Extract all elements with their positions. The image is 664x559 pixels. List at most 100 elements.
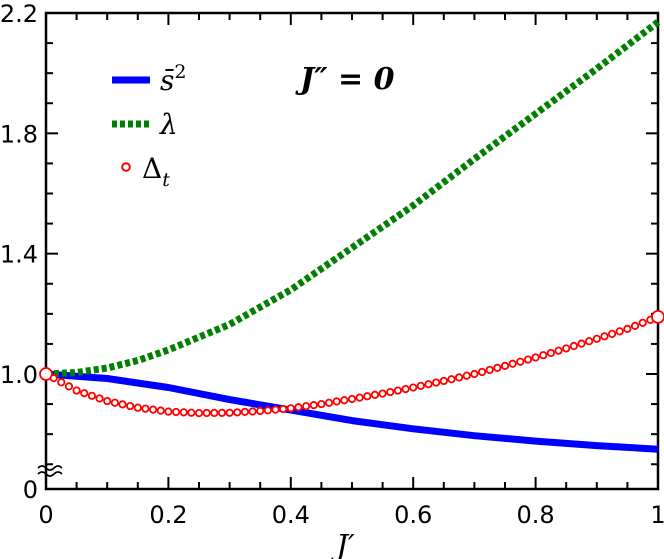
series-2-point (439, 376, 448, 386)
series-2-point (110, 398, 119, 407)
series-2-point (393, 386, 402, 395)
series-2-point (577, 339, 586, 348)
series-2-point (470, 369, 479, 379)
series-0-line (45, 370, 659, 453)
series-2-point (401, 384, 410, 394)
series-2-point (539, 351, 548, 360)
series-2-point (546, 348, 556, 358)
series-2-point (271, 405, 280, 414)
series-2-point (286, 404, 295, 413)
series-2-point (454, 373, 464, 382)
series-2-point (424, 380, 433, 389)
series-2-point (126, 401, 135, 411)
series-2-point (256, 406, 265, 416)
x-tick-label: 1 (650, 501, 664, 529)
series-layer (39, 19, 664, 453)
tick-labels: 0 0.2 0.4 0.6 0.8 1 0 1.0 1.4 1.8 2.2 (0, 0, 664, 529)
series-2-point (309, 401, 318, 410)
series-2-point (607, 329, 617, 338)
series-2-point (347, 394, 357, 404)
series-2-point (324, 398, 334, 407)
y-tick-label: 1.8 (0, 120, 38, 148)
series-2-point (141, 404, 150, 413)
series-2-point (363, 392, 372, 401)
series-2-point (623, 324, 632, 333)
series-2-point (202, 408, 211, 418)
y-tick-label: 1.4 (0, 241, 38, 269)
legend-label-series-2: Δt (142, 152, 170, 191)
series-2-point (317, 399, 326, 409)
y-tick-label: 0 (23, 476, 38, 504)
series-2-point (569, 341, 578, 351)
series-2-point (49, 374, 58, 383)
y-axis-break (37, 465, 63, 477)
x-tick-label: 0.8 (517, 501, 555, 529)
series-2-point (179, 408, 188, 417)
series-2-point (133, 403, 142, 412)
series-2-point (187, 408, 196, 417)
series-2-point (217, 408, 227, 417)
x-tick-label: 0 (38, 501, 53, 529)
series-2-point (118, 400, 127, 409)
legend-label-series-1: λ (159, 108, 178, 141)
series-2-point (370, 390, 380, 400)
series-2-point (164, 407, 173, 416)
series-2-point (462, 371, 471, 380)
series-2-point (248, 407, 257, 416)
annotation-text: J″ = 0 (295, 62, 395, 97)
series-2-point (508, 359, 517, 368)
series-2-point (171, 407, 181, 417)
series-2-point (355, 393, 364, 402)
series-2-point (103, 396, 112, 406)
series-2-point (340, 396, 349, 405)
series-2-point (263, 406, 272, 415)
series-2-point (194, 409, 204, 418)
series-1-line (45, 19, 661, 378)
series-2-point (585, 337, 594, 346)
x-tick-label: 0.2 (149, 501, 187, 529)
series-2-point (485, 365, 494, 375)
series-2-point (416, 381, 425, 390)
legend: s̄2 λ Δt (112, 61, 186, 191)
series-2-point (240, 407, 249, 417)
y-tick-label: 1.0 (0, 361, 38, 389)
series-2-point (447, 375, 456, 384)
series-2-point (378, 389, 387, 398)
series-2-point (156, 406, 165, 415)
series-2-point (210, 408, 219, 418)
series-2-point (301, 402, 311, 411)
series-2-point (72, 386, 81, 395)
series-2-point (332, 397, 341, 406)
series-2-point (523, 355, 533, 364)
series-2-point (651, 309, 664, 324)
series-2-point (516, 357, 525, 366)
series-2-point (39, 367, 53, 381)
series-2-point (500, 361, 510, 370)
series-2-point (149, 405, 158, 414)
x-tick-label: 0.6 (394, 501, 432, 529)
series-2-point (409, 383, 418, 392)
series-2-point (64, 382, 74, 391)
series-2-point (87, 391, 97, 400)
x-tick-label: 0.4 (272, 501, 310, 529)
series-2-point (80, 389, 89, 398)
series-2-point (477, 367, 487, 377)
series-2-point (531, 353, 540, 362)
series-2-point (386, 387, 395, 397)
x-axis-label: J′ (330, 529, 355, 559)
series-2-point (493, 363, 502, 373)
series-2-point (600, 332, 609, 341)
series-2-point (233, 408, 242, 417)
ticks (45, 12, 659, 489)
legend-label-series-0: s̄2 (160, 61, 186, 97)
series-2-point (592, 334, 601, 343)
legend-swatch-series-2 (121, 162, 131, 172)
series-2-point (432, 378, 441, 387)
series-2-point (615, 327, 624, 336)
series-2-point (630, 321, 640, 330)
y-tick-label: 2.2 (0, 0, 38, 28)
series-2-point (554, 346, 563, 355)
series-2-point (562, 344, 571, 353)
series-2-point (95, 394, 104, 403)
